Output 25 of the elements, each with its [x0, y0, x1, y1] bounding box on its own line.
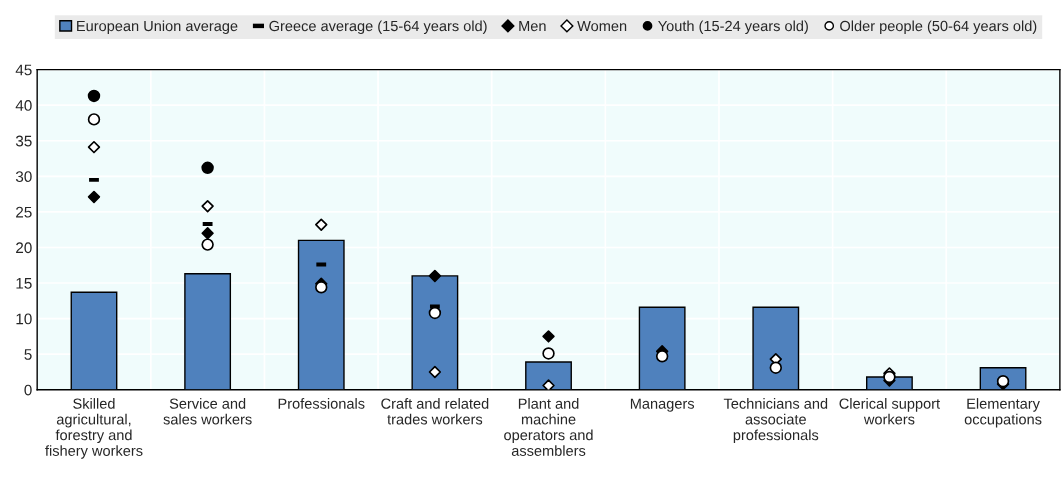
y-tick-label: 25	[16, 206, 32, 218]
x-tick-label: Service and sales workers	[163, 398, 252, 425]
y-tick-label: 20	[16, 242, 32, 254]
y-tick-label: 40	[15, 100, 32, 111]
y-tick-label: 35	[15, 135, 32, 147]
x-tick-label: Plant and machine operators and assemblers	[504, 398, 593, 456]
legend-label: Men	[519, 20, 546, 32]
x-tick-label: Clerical support workers	[839, 398, 940, 425]
x-tick-label: Craft and related trades workers	[381, 398, 489, 425]
x-tick-label: Managers	[630, 398, 695, 412]
legend-label: Greece average (15-64 years old)	[269, 20, 487, 35]
y-tick-label: 15	[16, 278, 32, 289]
legend-label: European Union average	[77, 20, 238, 35]
y-tick-label: 10	[16, 313, 32, 325]
legend-label: Women	[577, 20, 627, 32]
legend-label: Youth (15-24 years old)	[658, 20, 808, 35]
y-tick-label: 5	[24, 349, 32, 360]
y-tick-label: 45	[15, 64, 32, 76]
x-tick-label: Elementary occupations	[964, 398, 1042, 428]
y-tick-label: 30	[15, 171, 32, 183]
legend-label: Older people (50-64 years old)	[840, 20, 1037, 35]
x-tick-label: Technicians and associate professionals	[723, 398, 828, 444]
x-tick-label: Skilled agricultural, forestry and fishery workers	[45, 398, 143, 459]
x-tick-label: Professionals	[278, 398, 365, 409]
y-tick-label: 0	[24, 384, 32, 396]
